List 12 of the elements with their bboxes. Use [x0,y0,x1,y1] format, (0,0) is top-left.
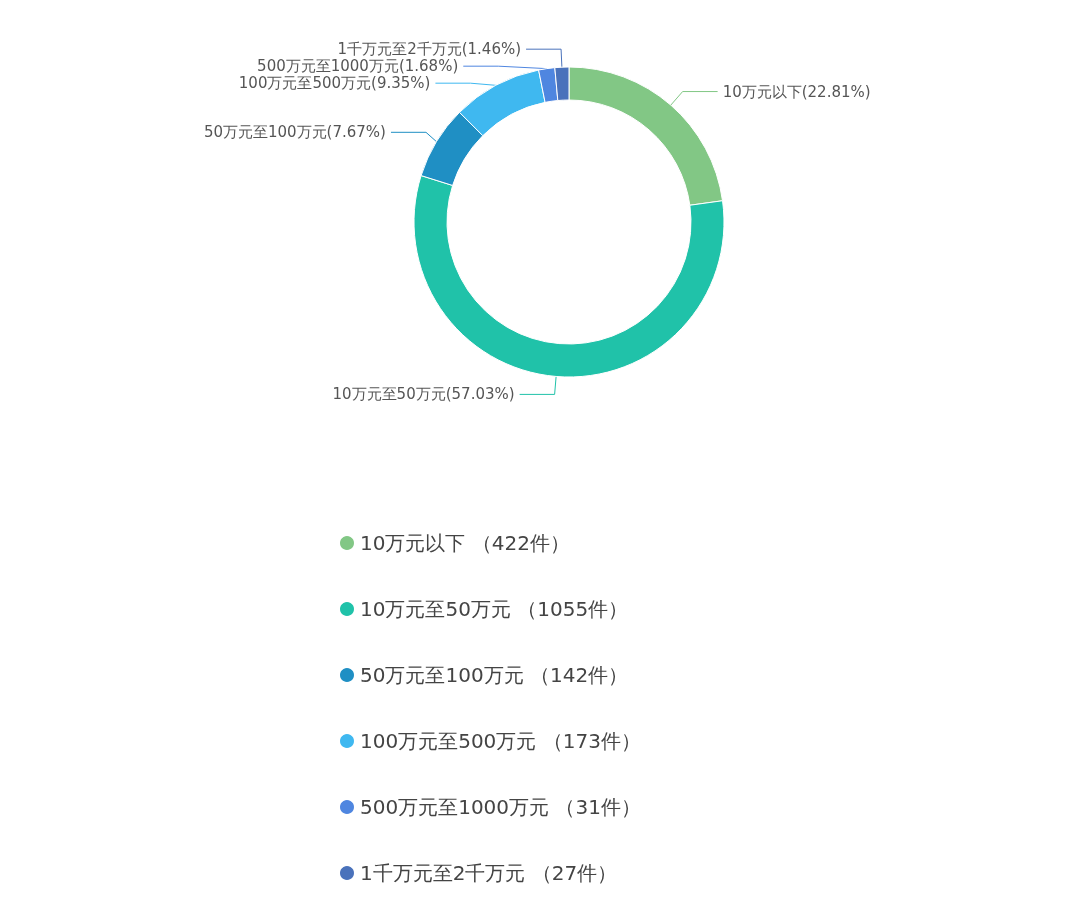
legend-label: 100万元至500万元 （173件） [360,729,641,753]
legend-label: 1千万元至2千万元 （27件） [360,861,618,885]
data-label: 10万元以下(22.81%) [722,82,871,101]
data-label: 1千万元至2千万元(1.46%) [337,40,522,59]
legend-label: 50万元至100万元 （142件） [360,663,629,687]
data-label: 10万元至50万元(57.03%) [332,385,515,404]
data-label: 500万元至1000万元(1.68%) [257,57,459,76]
legend-label: 10万元至50万元 （1055件） [360,597,629,621]
legend-label: 500万元至1000万元 （31件） [360,795,641,819]
data-label: 100万元至500万元(9.35%) [238,74,431,93]
data-label: 50万元至100万元(7.67%) [203,123,386,142]
legend-label: 10万元以下 （422件） [360,531,570,555]
